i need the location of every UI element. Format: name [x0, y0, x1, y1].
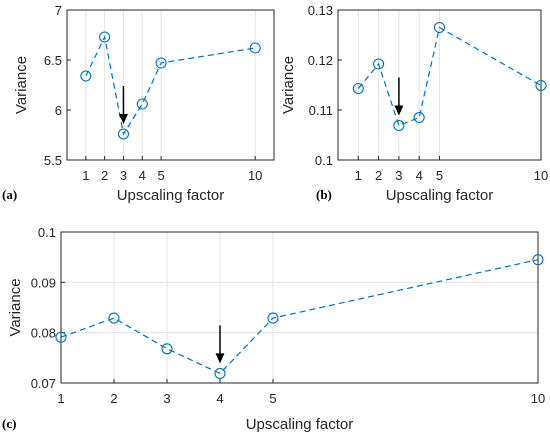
x-tick-label: 1	[57, 391, 64, 406]
data-point	[532, 254, 544, 266]
data-point	[267, 312, 279, 324]
x-axis-label: Upscaling factor	[117, 187, 225, 204]
series-line	[357, 26, 542, 127]
data-point	[214, 367, 226, 379]
x-tick-label: 4	[416, 168, 423, 183]
y-axis-label: Variance	[7, 278, 24, 336]
data-point	[155, 57, 167, 69]
chart-panel-2: 1 2 3 4 5 10 0.07 0.08 0.09 0.1 Upscaling factor Va…	[2, 225, 545, 433]
y-tick-label: 0.11	[309, 103, 333, 118]
x-axis-label: Upscaling factor	[246, 416, 354, 433]
data-point	[161, 343, 173, 355]
x-tick-label: 3	[163, 391, 170, 406]
data-point	[108, 312, 120, 324]
x-tick-label: 4	[216, 391, 223, 406]
x-tick-label: 3	[395, 168, 402, 183]
x-tick-label: 1	[355, 168, 362, 183]
arrow-head	[118, 114, 128, 124]
x-tick-label: 10	[248, 168, 262, 183]
x-tick-label: 2	[101, 168, 108, 183]
data-point	[249, 42, 261, 54]
x-tick-label: 2	[110, 391, 117, 406]
data-point	[433, 21, 446, 34]
y-tick-label: 0.07	[31, 376, 56, 391]
data-point	[352, 82, 364, 95]
y-tick-label: 5.5	[44, 153, 62, 168]
y-tick-label: 0.09	[31, 275, 56, 290]
data-point	[117, 128, 130, 140]
y-tick-label: 7	[55, 3, 62, 18]
panel-label: (c)	[2, 416, 16, 431]
data-point	[393, 119, 405, 132]
data-point	[55, 331, 67, 343]
data-point	[373, 58, 385, 70]
axes-box	[60, 231, 539, 384]
x-tick-label: 2	[375, 168, 382, 183]
series-line	[85, 35, 256, 136]
data-point	[535, 79, 547, 92]
x-tick-label: 10	[534, 168, 548, 183]
y-axis-label: Variance	[13, 56, 30, 114]
data-point	[413, 111, 425, 124]
x-tick-label: 1	[82, 168, 89, 183]
x-tick-label: 5	[269, 391, 276, 406]
chart-panel-0: 1 2 3 4 5 10 5.5 6 6.5 7 Upscaling factor Variance (…	[2, 3, 275, 204]
chart-panel-1: 1 2 3 4 5 10 0.1 0.11 0.12 0.13 Upscaling factor Va…	[280, 3, 548, 204]
panel-label: (b)	[316, 187, 332, 202]
series-line	[60, 259, 539, 375]
y-tick-label: 0.1	[315, 153, 333, 168]
arrow-head	[215, 353, 225, 364]
y-tick-label: 0.13	[308, 3, 333, 18]
x-tick-label: 10	[531, 391, 545, 406]
x-axis-label: Upscaling factor	[386, 187, 494, 204]
panel-label: (a)	[2, 187, 17, 202]
arrow-head	[394, 105, 404, 116]
data-point	[99, 31, 111, 43]
x-tick-label: 5	[157, 168, 164, 183]
x-tick-label: 3	[120, 168, 127, 183]
data-point	[136, 98, 148, 110]
data-point	[80, 70, 92, 82]
x-tick-label: 4	[139, 168, 146, 183]
y-tick-label: 0.08	[31, 326, 56, 341]
x-tick-label: 5	[436, 168, 443, 183]
y-tick-label: 6	[55, 103, 62, 118]
y-axis-label: Variance	[280, 56, 297, 114]
y-tick-label: 0.12	[308, 53, 333, 68]
axes-box	[66, 9, 275, 161]
y-tick-label: 6.5	[44, 53, 62, 68]
y-tick-label: 0.1	[38, 225, 56, 240]
